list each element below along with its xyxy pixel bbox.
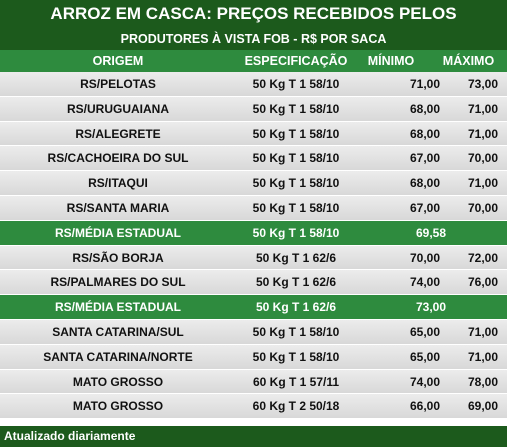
table-row: RS/SÃO BORJA 50 Kg T 1 62/6 70,00 72,00 xyxy=(0,245,507,271)
cell-maximo: 78,00 xyxy=(467,374,498,389)
cell-especificacao: 50 Kg T 1 58/10 xyxy=(252,324,340,339)
table-row: RS/PELOTAS 50 Kg T 1 58/10 71,00 73,00 xyxy=(0,72,507,97)
table-title: ARROZ EM CASCA: PREÇOS RECEBIDOS PELOS P… xyxy=(0,0,507,51)
cell-especificacao: 50 Kg T 1 58/10 xyxy=(252,225,340,240)
cell-minimo: 67,00 xyxy=(409,151,440,166)
table-subtitle: PRODUTORES À VISTA FOB - R$ POR SACA xyxy=(0,28,507,50)
cell-especificacao: 50 Kg T 1 62/6 xyxy=(255,250,337,265)
table-row: RS/PALMARES DO SUL 50 Kg T 1 62/6 74,00 76,… xyxy=(0,270,507,296)
cell-origem: RS/PELOTAS xyxy=(80,77,156,91)
cell-especificacao: 60 Kg T 1 57/11 xyxy=(252,374,340,389)
cell-origem: RS/ITAQUI xyxy=(88,176,148,191)
cell-especificacao: 50 Kg T 1 58/10 xyxy=(252,176,340,191)
cell-especificacao: 50 Kg T 1 58/10 xyxy=(252,126,340,141)
table-footer: Atualizado diariamente xyxy=(0,426,507,447)
cell-origem: SANTA CATARINA/NORTE xyxy=(43,349,193,364)
table-row: SANTA CATARINA/SUL 50 Kg T 1 58/10 65,00 71… xyxy=(0,319,507,345)
cell-minimo: 65,00 xyxy=(409,349,440,364)
header-especificacao: ESPECIFICAÇÃO xyxy=(244,54,348,68)
cell-origem: RS/ALEGRETE xyxy=(75,126,161,141)
cell-origem: RS/MÉDIA ESTADUAL xyxy=(55,225,181,240)
header-maximo: MÁXIMO xyxy=(442,54,495,68)
table-row-average: RS/MÉDIA ESTADUAL 50 Kg T 1 58/10 69,58 xyxy=(0,220,507,246)
cell-especificacao: 50 Kg T 1 58/10 xyxy=(252,200,340,215)
cell-maximo: 71,00 xyxy=(467,176,498,191)
table-header: ORIGEM ESPECIFICAÇÃO MÍNIMO MÁXIMO xyxy=(0,50,507,72)
cell-origem: RS/SÃO BORJA xyxy=(72,250,164,265)
table-row: RS/URUGUAIANA 50 Kg T 1 58/10 68,00 71,00 xyxy=(0,96,507,122)
table-row-average: RS/MÉDIA ESTADUAL 50 Kg T 1 62/6 73,00 xyxy=(0,295,507,320)
cell-maximo: 71,00 xyxy=(467,349,498,364)
cell-especificacao: 50 Kg T 1 58/10 xyxy=(252,77,340,91)
cell-maximo: 70,00 xyxy=(467,151,498,166)
cell-minimo: 74,00 xyxy=(409,374,440,389)
cell-maximo: 72,00 xyxy=(467,250,498,265)
table-row: MATO GROSSO 60 Kg T 1 57/11 74,00 78,00 xyxy=(0,369,507,395)
cell-especificacao: 50 Kg T 1 62/6 xyxy=(255,300,337,315)
cell-minimo: 71,00 xyxy=(409,77,440,91)
cell-minimo: 66,00 xyxy=(409,399,440,414)
cell-minimo: 68,00 xyxy=(409,101,440,116)
cell-maximo: 71,00 xyxy=(467,126,498,141)
cell-minimo: 65,00 xyxy=(409,324,440,339)
cell-maximo: 71,00 xyxy=(467,101,498,116)
cell-especificacao: 50 Kg T 1 58/10 xyxy=(252,101,340,116)
cell-origem: RS/URUGUAIANA xyxy=(67,101,169,116)
cell-maximo: 76,00 xyxy=(467,275,498,290)
cell-minimo: 68,00 xyxy=(409,176,440,191)
table-row: RS/ITAQUI 50 Kg T 1 58/10 68,00 71,00 xyxy=(0,171,507,196)
cell-origem: RS/MÉDIA ESTADUAL xyxy=(55,300,181,315)
cell-especificacao: 50 Kg T 1 58/10 xyxy=(252,151,340,166)
cell-origem: RS/CACHOEIRA DO SUL xyxy=(47,151,189,166)
table-row: RS/ALEGRETE 50 Kg T 1 58/10 68,00 71,00 xyxy=(0,121,507,147)
header-minimo: MÍNIMO xyxy=(367,54,415,68)
cell-especificacao: 50 Kg T 1 62/6 xyxy=(255,275,337,290)
cell-maximo: 71,00 xyxy=(467,324,498,339)
cell-media: 69,58 xyxy=(415,225,447,240)
cell-maximo: 69,00 xyxy=(467,399,498,414)
cell-media: 73,00 xyxy=(415,300,447,315)
table-row: MATO GROSSO 60 Kg T 2 50/18 66,00 69,00 xyxy=(0,394,507,420)
header-origem: ORIGEM xyxy=(92,54,144,68)
cell-minimo: 74,00 xyxy=(409,275,440,290)
cell-maximo: 70,00 xyxy=(467,200,498,215)
cell-maximo: 73,00 xyxy=(467,77,498,91)
table-row: RS/SANTA MARIA 50 Kg T 1 58/10 67,00 70,00 xyxy=(0,195,507,221)
cell-especificacao: 50 Kg T 1 58/10 xyxy=(252,349,340,364)
cell-minimo: 67,00 xyxy=(409,200,440,215)
table-row: RS/CACHOEIRA DO SUL 50 Kg T 1 58/10 67,00 7… xyxy=(0,146,507,172)
cell-origem: SANTA CATARINA/SUL xyxy=(52,324,184,339)
cell-minimo: 70,00 xyxy=(409,250,440,265)
footer-note: Atualizado diariamente xyxy=(4,429,136,443)
cell-origem: MATO GROSSO xyxy=(72,374,164,389)
cell-origem: RS/PALMARES DO SUL xyxy=(50,275,186,290)
cell-origem: MATO GROSSO xyxy=(72,399,164,414)
cell-especificacao: 60 Kg T 2 50/18 xyxy=(252,399,340,414)
table-body: RS/PELOTAS 50 Kg T 1 58/10 71,00 73,00 RS/UR… xyxy=(0,72,507,420)
table-row: SANTA CATARINA/NORTE 50 Kg T 1 58/10 65,00… xyxy=(0,344,507,370)
cell-origem: RS/SANTA MARIA xyxy=(66,200,170,215)
cell-minimo: 68,00 xyxy=(409,126,440,141)
